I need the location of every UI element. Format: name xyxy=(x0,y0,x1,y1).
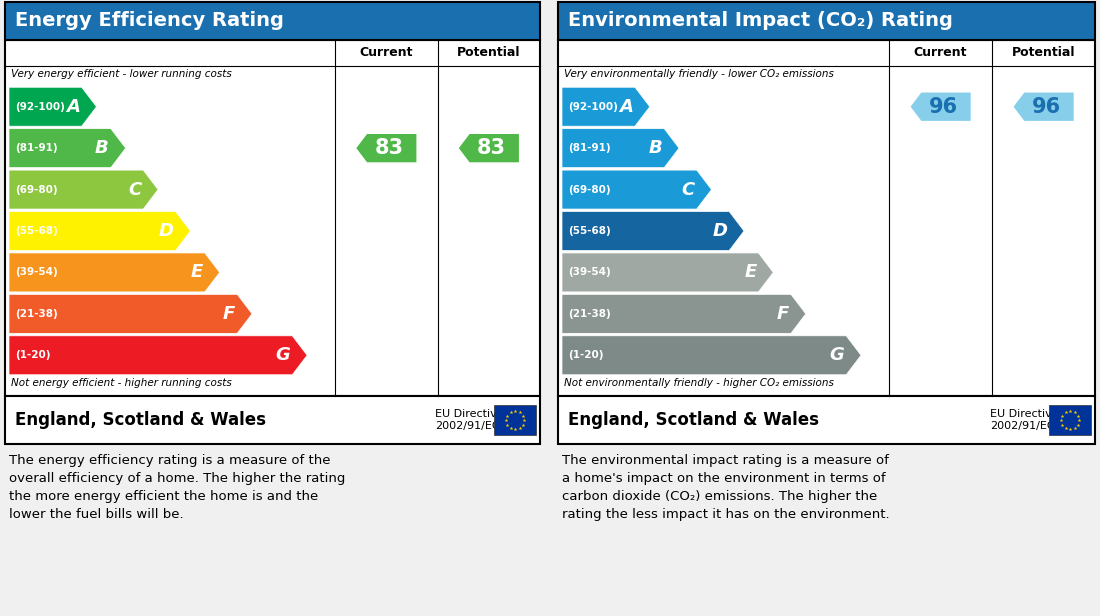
Polygon shape xyxy=(1012,92,1075,122)
Text: Current: Current xyxy=(914,46,967,60)
Bar xyxy=(1049,405,1091,435)
Polygon shape xyxy=(562,253,773,292)
Text: C: C xyxy=(682,180,695,198)
Text: Environmental Impact (CO₂) Rating: Environmental Impact (CO₂) Rating xyxy=(568,12,953,31)
Polygon shape xyxy=(9,294,252,333)
Text: (1-20): (1-20) xyxy=(15,351,51,360)
Text: Current: Current xyxy=(360,46,412,60)
Text: Very energy efficient - lower running costs: Very energy efficient - lower running co… xyxy=(11,69,232,79)
Polygon shape xyxy=(9,253,220,292)
Polygon shape xyxy=(562,294,805,333)
Polygon shape xyxy=(562,87,650,126)
Text: F: F xyxy=(777,305,789,323)
Text: 83: 83 xyxy=(477,138,506,158)
Polygon shape xyxy=(562,170,712,209)
Text: (21-38): (21-38) xyxy=(568,309,611,319)
Polygon shape xyxy=(9,129,125,168)
Text: Potential: Potential xyxy=(456,46,520,60)
Text: D: D xyxy=(158,222,174,240)
Text: EU Directive
2002/91/EC: EU Directive 2002/91/EC xyxy=(434,409,504,431)
Polygon shape xyxy=(562,129,679,168)
Text: The environmental impact rating is a measure of
a home's impact on the environme: The environmental impact rating is a mea… xyxy=(562,454,890,521)
Text: (39-54): (39-54) xyxy=(568,267,611,277)
Bar xyxy=(558,2,1094,40)
Text: (69-80): (69-80) xyxy=(15,185,57,195)
Text: (92-100): (92-100) xyxy=(568,102,618,111)
Text: Energy Efficiency Rating: Energy Efficiency Rating xyxy=(15,12,284,31)
Text: Not environmentally friendly - higher CO₂ emissions: Not environmentally friendly - higher CO… xyxy=(564,378,834,388)
Text: The energy efficiency rating is a measure of the
overall efficiency of a home. T: The energy efficiency rating is a measur… xyxy=(9,454,345,521)
Text: England, Scotland & Wales: England, Scotland & Wales xyxy=(568,411,820,429)
Text: G: G xyxy=(829,346,844,364)
Bar xyxy=(494,405,536,435)
Polygon shape xyxy=(562,211,744,251)
Text: G: G xyxy=(275,346,290,364)
Bar xyxy=(6,40,540,396)
Polygon shape xyxy=(910,92,971,122)
Text: 96: 96 xyxy=(928,97,958,116)
Polygon shape xyxy=(9,336,307,375)
Text: (55-68): (55-68) xyxy=(15,226,57,236)
Polygon shape xyxy=(9,211,190,251)
Text: Very environmentally friendly - lower CO₂ emissions: Very environmentally friendly - lower CO… xyxy=(564,69,834,79)
Text: E: E xyxy=(190,264,202,282)
Polygon shape xyxy=(9,87,97,126)
Polygon shape xyxy=(355,133,417,163)
Text: (69-80): (69-80) xyxy=(568,185,611,195)
Text: (81-91): (81-91) xyxy=(15,143,57,153)
Text: D: D xyxy=(712,222,727,240)
Text: B: B xyxy=(95,139,109,157)
Bar xyxy=(558,40,1094,396)
Text: (55-68): (55-68) xyxy=(568,226,611,236)
Text: EU Directive
2002/91/EC: EU Directive 2002/91/EC xyxy=(990,409,1058,431)
Text: (1-20): (1-20) xyxy=(568,351,604,360)
Text: (81-91): (81-91) xyxy=(568,143,611,153)
Text: B: B xyxy=(649,139,662,157)
Text: F: F xyxy=(223,305,235,323)
Text: England, Scotland & Wales: England, Scotland & Wales xyxy=(15,411,266,429)
Text: A: A xyxy=(66,98,79,116)
Text: Potential: Potential xyxy=(1012,46,1076,60)
Text: Not energy efficient - higher running costs: Not energy efficient - higher running co… xyxy=(11,378,232,388)
Text: (21-38): (21-38) xyxy=(15,309,57,319)
Text: 96: 96 xyxy=(1032,97,1062,116)
Polygon shape xyxy=(562,336,861,375)
Text: 83: 83 xyxy=(375,138,404,158)
Polygon shape xyxy=(9,170,158,209)
Bar xyxy=(6,2,540,40)
Polygon shape xyxy=(458,133,519,163)
Text: (39-54): (39-54) xyxy=(15,267,57,277)
Bar xyxy=(6,396,540,444)
Text: E: E xyxy=(745,264,757,282)
Text: A: A xyxy=(619,98,632,116)
Text: C: C xyxy=(128,180,141,198)
Text: (92-100): (92-100) xyxy=(15,102,65,111)
Bar xyxy=(558,396,1094,444)
